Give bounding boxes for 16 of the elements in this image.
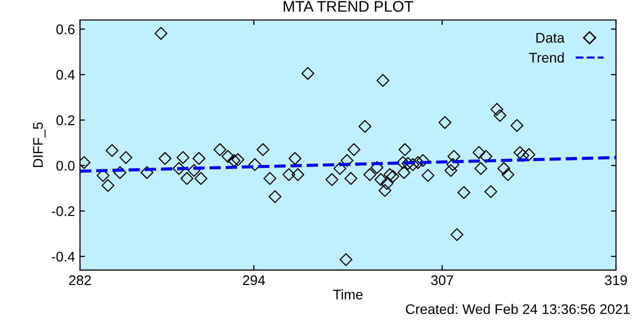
- y-tick-label: 0.6: [56, 24, 75, 34]
- y-tick-label: 0.2: [56, 115, 74, 126]
- legend-label: Trend: [529, 52, 564, 63]
- chart-title: MTA TREND PLOT: [284, 1, 414, 12]
- x-axis-title: Time: [333, 289, 363, 300]
- legend-label: Data: [536, 33, 565, 43]
- x-tick-label: 294: [242, 275, 266, 286]
- y-tick-label: -0.4: [52, 252, 75, 262]
- y-tick-label: -0.2: [52, 206, 74, 216]
- text: Created: Wed Feb 24 13:36:56 2021: [406, 304, 630, 314]
- x-tick-label: 282: [69, 275, 91, 286]
- y-tick-label: 0.4: [56, 70, 75, 80]
- y-axis-title: DIFF_5: [33, 122, 46, 168]
- x-tick-label: 307: [431, 275, 454, 286]
- x-tick-label: 319: [604, 275, 627, 286]
- y-tick-label: 0.0: [56, 160, 75, 171]
